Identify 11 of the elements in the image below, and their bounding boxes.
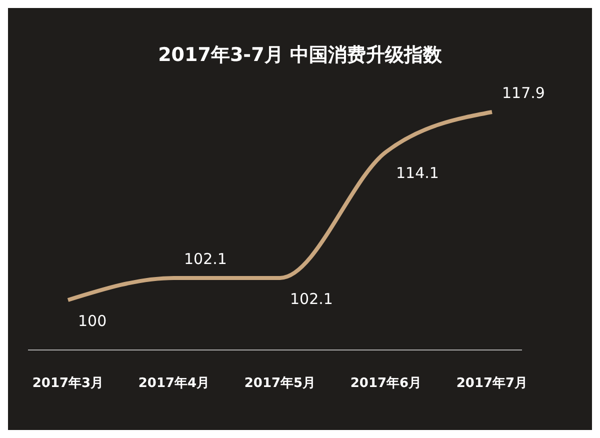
data-label: 100: [78, 312, 107, 330]
x-tick-label: 2017年5月: [244, 376, 316, 392]
x-tick-label: 2017年6月: [350, 376, 422, 392]
chart-title: 2017年3-7月 中国消费升级指数: [157, 43, 443, 68]
x-tick-label: 2017年4月: [138, 376, 210, 392]
x-tick-label: 2017年3月: [32, 376, 104, 392]
data-label: 114.1: [396, 164, 439, 182]
data-label: 102.1: [184, 250, 227, 268]
data-label: 117.9: [502, 84, 545, 102]
x-tick-label: 2017年7月: [456, 376, 528, 392]
data-label: 102.1: [290, 290, 333, 308]
